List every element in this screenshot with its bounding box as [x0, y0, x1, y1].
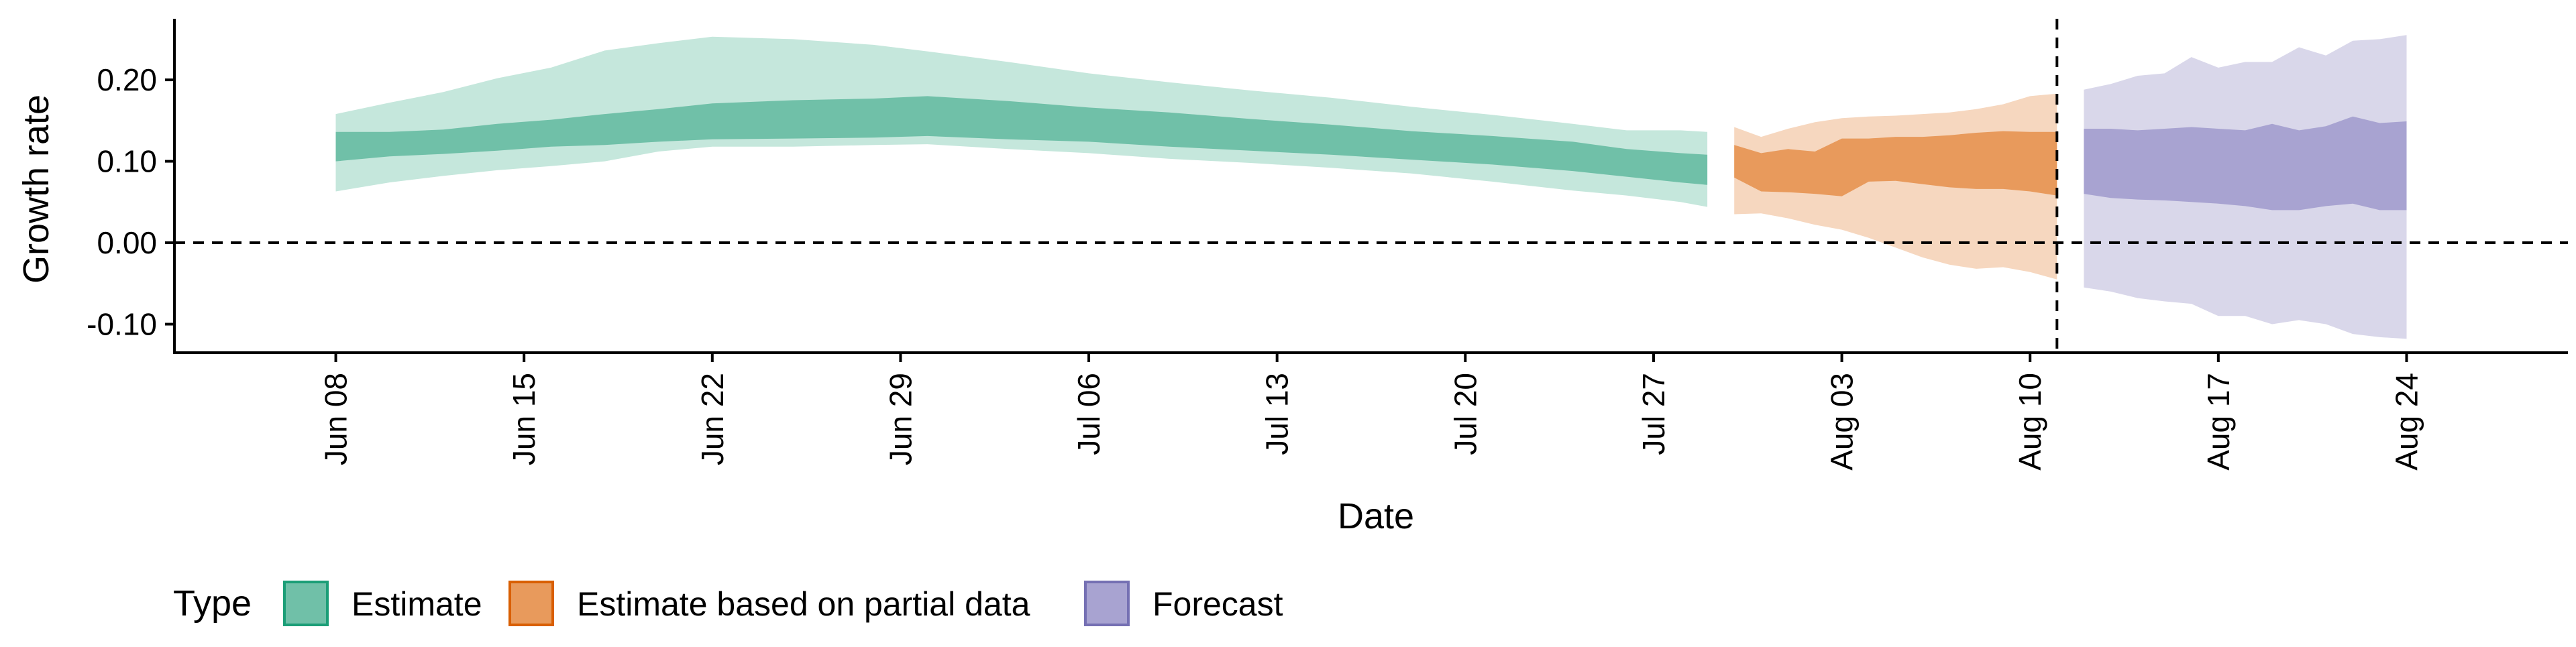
y-tick-label: 0.10	[97, 144, 157, 179]
x-tick-label: Jun 29	[883, 373, 918, 465]
y-tick-label: 0.20	[97, 62, 157, 97]
x-axis-title: Date	[1338, 496, 1414, 536]
x-tick-label: Jul 06	[1071, 373, 1106, 455]
bands-layer	[335, 35, 2407, 339]
x-tick-label: Aug 03	[1825, 373, 1860, 471]
legend: Type Estimate Estimate based on partial d…	[173, 581, 1283, 626]
legend-title: Type	[173, 583, 252, 624]
y-axis-title: Growth rate	[16, 95, 56, 284]
x-tick-label: Jun 22	[695, 373, 730, 465]
x-tick-label: Aug 24	[2390, 373, 2424, 471]
x-tick-label: Aug 17	[2201, 373, 2236, 471]
legend-label: Forecast	[1152, 585, 1283, 623]
reference-lines	[174, 19, 2568, 353]
x-tick-label: Jul 20	[1448, 373, 1483, 455]
estimate-based-on-partial-data-inner-band	[1734, 131, 2057, 196]
forecast-inner-band	[2084, 116, 2407, 211]
y-tick-label: 0.00	[97, 225, 157, 260]
legend-label: Estimate based on partial data	[577, 585, 1030, 623]
legend-key	[1084, 581, 1130, 626]
y-tick-label: -0.10	[87, 306, 157, 341]
legend-label: Estimate	[352, 585, 482, 623]
x-tick-label: Jul 13	[1260, 373, 1295, 455]
x-tick-label: Aug 10	[2012, 373, 2047, 471]
legend-key	[283, 581, 329, 626]
axes: -0.10 0.00 0.10 0.20 Jun 08 Jun 15 Jun 22 Jun 2…	[87, 19, 2568, 471]
legend-key	[508, 581, 554, 626]
x-tick-label: Jun 08	[319, 373, 354, 465]
estimate-inner-band	[335, 96, 1708, 185]
x-tick-label: Jul 27	[1636, 373, 1671, 455]
x-tick-label: Jun 15	[506, 373, 541, 465]
